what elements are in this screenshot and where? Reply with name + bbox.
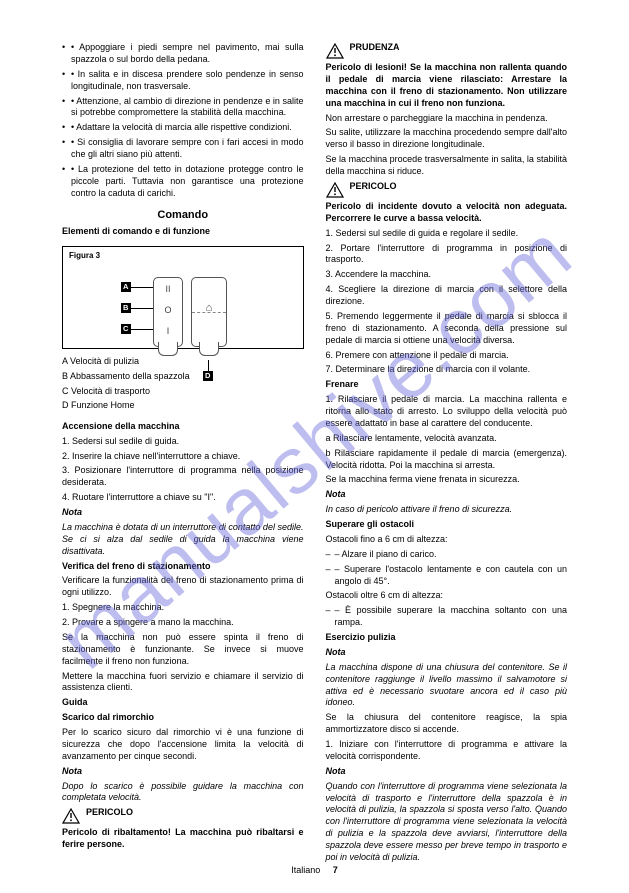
warning-block: PERICOLO bbox=[326, 181, 568, 198]
safety-bullet: • Adattare la velocità di marcia alle ri… bbox=[62, 122, 304, 134]
subsection-heading: Frenare bbox=[326, 379, 568, 391]
footer-page-number: 7 bbox=[333, 865, 338, 875]
body-text: Mettere la macchina fuori servizio e chi… bbox=[62, 671, 304, 695]
figure-legend-item: D Funzione Home bbox=[62, 400, 304, 412]
body-text: Ostacoli fino a 6 cm di altezza: bbox=[326, 534, 568, 546]
safety-bullet: • Appoggiare i piedi sempre nel paviment… bbox=[62, 42, 304, 66]
body-text: 1. Rilasciare il pedale di marcia. La ma… bbox=[326, 394, 568, 430]
body-text: Se la macchina non può essere spinta il … bbox=[62, 632, 304, 668]
warning-text: Pericolo di lesioni! Se la macchina non … bbox=[326, 62, 568, 110]
note-label: Nota bbox=[62, 766, 304, 778]
step-text: 3. Posizionare l'interruttore di program… bbox=[62, 465, 304, 489]
figure-switch: Figura 3 II O I ⌂ A B C bbox=[62, 246, 304, 348]
body-text: Ostacoli oltre 6 cm di altezza: bbox=[326, 590, 568, 602]
step-text: 1. Sedersi sul sedile di guida e regolar… bbox=[326, 228, 568, 240]
warning-text: Pericolo di incidente dovuto a velocità … bbox=[326, 201, 568, 225]
note-label: Nota bbox=[326, 647, 568, 659]
warning-label: PERICOLO bbox=[350, 181, 397, 191]
page-container: • Appoggiare i piedi sempre nel paviment… bbox=[62, 42, 567, 851]
warning-block: PERICOLO bbox=[62, 807, 304, 824]
dash-item: – Superare l'ostacolo lentamente e con c… bbox=[326, 564, 568, 588]
subsection-heading: Elementi di comando e di funzione bbox=[62, 226, 304, 238]
step-text: 1. Sedersi sul sedile di guida. bbox=[62, 436, 304, 448]
list-item: a Rilasciare lentamente, velocità avanza… bbox=[326, 433, 568, 445]
safety-bullet: • Attenzione, al cambio di direzione in … bbox=[62, 96, 304, 120]
step-text: 5. Premendo leggermente il pedale di mar… bbox=[326, 311, 568, 347]
subsection-heading: Verifica del freno di stazionamento bbox=[62, 561, 304, 573]
step-text: 1. Spegnere la macchina. bbox=[62, 602, 304, 614]
note-text: Quando con l'interruttore di programma v… bbox=[326, 781, 568, 864]
footer-language: Italiano bbox=[291, 865, 320, 875]
warning-block: PRUDENZA bbox=[326, 42, 568, 59]
body-text: Se la macchina procede trasversalmente i… bbox=[326, 154, 568, 178]
switch-pos-1-icon: I bbox=[167, 326, 170, 336]
warning-label: PRUDENZA bbox=[350, 42, 400, 52]
safety-bullet: • Si consiglia di lavorare sempre con i … bbox=[62, 137, 304, 161]
dash-item: – Alzare il piano di carico. bbox=[326, 549, 568, 561]
section-heading: Comando bbox=[62, 208, 304, 223]
step-text: 7. Determinare la direzione di marcia co… bbox=[326, 364, 568, 376]
warning-label: PERICOLO bbox=[86, 807, 133, 817]
warning-triangle-icon bbox=[326, 182, 344, 198]
right-column: PRUDENZA Pericolo di lesioni! Se la macc… bbox=[326, 42, 568, 851]
page-footer: Italiano 7 bbox=[0, 865, 629, 875]
step-text: 4. Ruotare l'interruttore a chiave su "I… bbox=[62, 492, 304, 504]
switch-pos-0-icon: O bbox=[164, 305, 171, 315]
body-text: Se la chiusura del contenitore reagisce,… bbox=[326, 712, 568, 736]
warning-triangle-icon bbox=[326, 43, 344, 59]
left-column: • Appoggiare i piedi sempre nel paviment… bbox=[62, 42, 304, 851]
subsection-heading: Accensione della macchina bbox=[62, 421, 304, 433]
callout-label: B bbox=[123, 303, 128, 312]
step-text: 2. Inserire la chiave nell'interruttore … bbox=[62, 451, 304, 463]
rocker-switch-left: II O I bbox=[153, 277, 183, 347]
subsection-heading: Esercizio pulizia bbox=[326, 632, 568, 644]
callout-label: C bbox=[123, 324, 128, 333]
figure-legend-item: B Abbassamento della spazzola bbox=[62, 371, 304, 383]
note-text: La macchina è dotata di un interruttore … bbox=[62, 522, 304, 558]
step-text: 2. Portare l'interruttore di programma i… bbox=[326, 243, 568, 267]
subsection-heading: Scarico dal rimorchio bbox=[62, 712, 304, 724]
switch-pos-2-icon: II bbox=[165, 284, 170, 294]
body-text: Non arrestare o parcheggiare la macchina… bbox=[326, 113, 568, 125]
figure-legend-item: C Velocità di trasporto bbox=[62, 386, 304, 398]
warning-triangle-icon bbox=[62, 808, 80, 824]
safety-bullet: • In salita e in discesa prendere solo p… bbox=[62, 69, 304, 93]
callout-label: A bbox=[123, 282, 128, 291]
step-text: 4. Scegliere la direzione di marcia con … bbox=[326, 284, 568, 308]
subsection-heading: Superare gli ostacoli bbox=[326, 519, 568, 531]
step-text: 2. Provare a spingere a mano la macchina… bbox=[62, 617, 304, 629]
note-text: In caso di pericolo attivare il freno di… bbox=[326, 504, 568, 516]
dash-item: – È possibile superare la macchina solta… bbox=[326, 605, 568, 629]
note-label: Nota bbox=[326, 766, 568, 778]
step-text: 3. Accendere la macchina. bbox=[326, 269, 568, 281]
switch-illustration: II O I ⌂ bbox=[153, 277, 243, 359]
warning-text: Pericolo di ribaltamento! La macchina pu… bbox=[62, 827, 304, 851]
body-text: Se la macchina ferma viene frenata in si… bbox=[326, 474, 568, 486]
callout-label: D bbox=[205, 371, 210, 380]
body-text: Su salite, utilizzare la macchina proced… bbox=[326, 127, 568, 151]
figure-label: Figura 3 bbox=[69, 251, 100, 260]
safety-bullet: • La protezione del tetto in dotazione p… bbox=[62, 164, 304, 200]
list-item: b Rilasciare rapidamente il pedale di ma… bbox=[326, 448, 568, 472]
subsection-heading: Guida bbox=[62, 697, 304, 709]
note-label: Nota bbox=[326, 489, 568, 501]
body-text: Verificare la funzionalità del freno di … bbox=[62, 575, 304, 599]
rocker-switch-right: ⌂ bbox=[191, 277, 227, 347]
note-label: Nota bbox=[62, 507, 304, 519]
note-text: Dopo lo scarico è possibile guidare la m… bbox=[62, 781, 304, 805]
note-text: La macchina dispone di una chiusura del … bbox=[326, 662, 568, 710]
step-text: 1. Iniziare con l'interruttore di progra… bbox=[326, 739, 568, 763]
step-text: 6. Premere con attenzione il pedale di m… bbox=[326, 350, 568, 362]
body-text: Per lo scarico sicuro dal rimorchio vi è… bbox=[62, 727, 304, 763]
